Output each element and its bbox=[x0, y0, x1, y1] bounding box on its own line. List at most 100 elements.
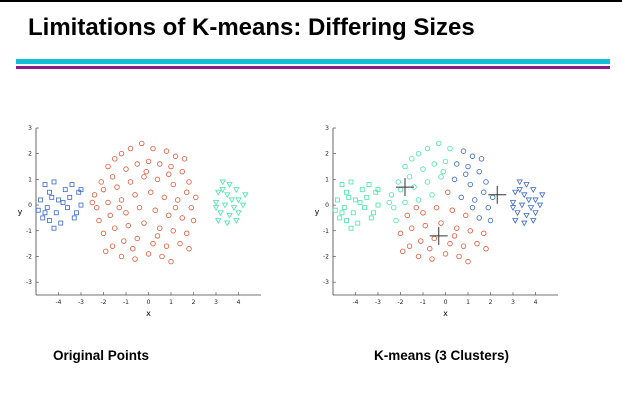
data-point-circle bbox=[393, 217, 399, 224]
data-point-circle bbox=[436, 140, 442, 147]
data-point-square bbox=[344, 218, 349, 223]
data-point-circle bbox=[161, 194, 167, 201]
data-point-circle bbox=[190, 217, 197, 224]
x-tick-label: 2 bbox=[192, 299, 196, 306]
data-point-square bbox=[67, 194, 73, 200]
data-point-circle bbox=[166, 212, 172, 219]
data-point-triangle bbox=[518, 202, 526, 209]
data-point-circle bbox=[397, 186, 404, 193]
x-tick-label: -3 bbox=[375, 299, 381, 306]
data-point-square bbox=[47, 189, 52, 195]
data-point-square bbox=[58, 220, 64, 226]
data-point-circle bbox=[184, 230, 190, 237]
y-tick-label: -1 bbox=[323, 228, 329, 235]
data-point-square bbox=[51, 225, 57, 231]
data-point-square bbox=[348, 179, 354, 185]
title-underline-cyan bbox=[16, 59, 610, 64]
data-point-triangle bbox=[523, 212, 530, 219]
data-point-circle bbox=[123, 166, 129, 172]
data-point-circle bbox=[472, 197, 478, 203]
data-point-circle bbox=[170, 181, 176, 188]
centroid-cross-marker bbox=[429, 226, 448, 245]
x-tick-label: -4 bbox=[353, 299, 359, 306]
data-point-circle bbox=[143, 168, 149, 175]
data-point-triangle bbox=[219, 187, 226, 193]
data-point-circle bbox=[424, 179, 431, 185]
data-point-square bbox=[65, 205, 70, 211]
data-point-square bbox=[371, 210, 376, 216]
data-point-square bbox=[78, 187, 84, 193]
y-axis-label: y bbox=[315, 208, 320, 217]
data-point-circle bbox=[429, 192, 435, 198]
data-point-circle bbox=[487, 217, 494, 224]
data-point-circle bbox=[157, 225, 163, 231]
data-point-circle bbox=[91, 192, 98, 198]
data-point-circle bbox=[454, 225, 460, 231]
data-point-triangle bbox=[532, 210, 539, 217]
data-point-circle bbox=[460, 148, 467, 154]
data-point-square bbox=[348, 225, 354, 231]
data-point-circle bbox=[172, 204, 179, 211]
data-point-circle bbox=[159, 253, 165, 260]
data-point-circle bbox=[469, 204, 476, 211]
data-point-circle bbox=[483, 246, 489, 252]
data-point-circle bbox=[118, 253, 125, 260]
data-point-circle bbox=[130, 246, 136, 252]
y-tick-label: -1 bbox=[26, 228, 32, 235]
x-tick-label: -3 bbox=[78, 299, 84, 306]
data-point-circle bbox=[168, 163, 174, 170]
data-point-circle bbox=[438, 174, 444, 180]
data-point-square bbox=[344, 189, 349, 195]
data-point-triangle bbox=[217, 210, 224, 217]
data-point-square bbox=[375, 202, 381, 208]
data-point-triangle bbox=[521, 220, 528, 227]
data-point-square bbox=[44, 205, 50, 211]
data-point-circle bbox=[157, 161, 163, 167]
data-point-circle bbox=[440, 168, 446, 175]
x-tick-label: 3 bbox=[214, 299, 218, 306]
top-rule bbox=[0, 0, 622, 2]
slide-title: Limitations of K-means: Differing Sizes bbox=[28, 14, 475, 41]
data-point-circle bbox=[483, 179, 489, 185]
data-point-circle bbox=[424, 145, 431, 152]
data-point-square bbox=[51, 179, 57, 185]
data-point-circle bbox=[409, 156, 415, 162]
data-point-circle bbox=[184, 189, 190, 195]
data-point-circle bbox=[118, 197, 125, 203]
x-axis-label: x bbox=[443, 309, 448, 318]
data-point-triangle bbox=[509, 205, 517, 211]
data-point-circle bbox=[121, 238, 127, 244]
data-point-circle bbox=[490, 194, 496, 201]
data-point-circle bbox=[150, 145, 156, 152]
data-point-triangle bbox=[539, 192, 546, 199]
data-point-triangle bbox=[512, 189, 519, 196]
x-tick-label: -4 bbox=[56, 299, 62, 306]
data-point-square bbox=[341, 205, 347, 211]
x-axis-label: x bbox=[146, 309, 151, 318]
data-point-circle bbox=[429, 256, 435, 262]
data-point-circle bbox=[168, 258, 174, 265]
data-point-circle bbox=[98, 179, 104, 185]
data-point-circle bbox=[89, 199, 95, 206]
data-point-circle bbox=[402, 163, 408, 170]
data-point-circle bbox=[463, 171, 469, 177]
data-point-circle bbox=[456, 253, 462, 260]
data-point-square bbox=[42, 182, 48, 187]
data-point-square bbox=[366, 182, 372, 187]
data-point-square bbox=[357, 200, 363, 205]
x-tick-label: -1 bbox=[123, 299, 129, 306]
data-point-circle bbox=[431, 161, 437, 167]
data-point-triangle bbox=[523, 182, 530, 188]
data-point-triangle bbox=[527, 205, 535, 211]
data-point-circle bbox=[478, 156, 485, 162]
title-underline-purple bbox=[16, 66, 610, 69]
y-tick-label: -2 bbox=[26, 253, 32, 260]
data-point-circle bbox=[100, 230, 107, 237]
data-point-circle bbox=[103, 248, 109, 255]
y-tick-label: -2 bbox=[323, 253, 329, 260]
caption-kmeans-3-clusters: K-means (3 Clusters) bbox=[374, 348, 510, 363]
data-point-square bbox=[60, 200, 66, 205]
original-points-scatter-plot: -4 -3 -2 -1 0 1 2 3 4 3 2 1 0 -1 -2 -3 x y bbox=[18, 125, 261, 318]
x-tick-label: 4 bbox=[237, 299, 241, 306]
data-point-triangle bbox=[226, 182, 233, 188]
